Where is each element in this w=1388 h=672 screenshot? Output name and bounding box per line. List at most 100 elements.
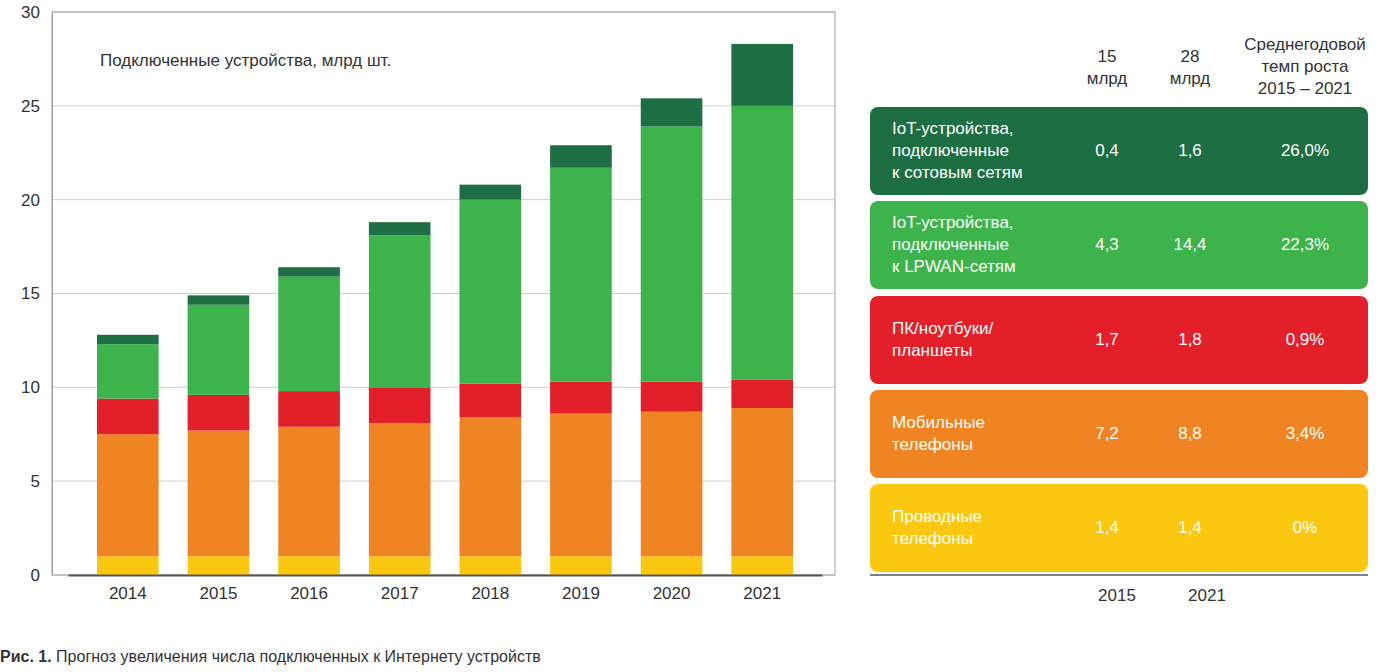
bar <box>460 200 522 384</box>
bar <box>460 417 522 556</box>
bar <box>188 430 250 556</box>
bar <box>188 395 250 431</box>
grid-line <box>52 199 835 200</box>
caption: Рис. 1. Прогноз увеличения числа подключ… <box>0 648 541 666</box>
bar <box>97 344 159 398</box>
chart-title: Подключенные устройства, млрд шт. <box>100 51 391 70</box>
x-tick: 2019 <box>562 584 600 603</box>
bar <box>550 168 612 382</box>
bar <box>731 106 793 380</box>
table-cell: 0,4 <box>1057 141 1157 161</box>
plot-frame <box>52 12 835 575</box>
x-tick: 2021 <box>743 584 781 603</box>
table-row: IoT-устройства, подключенные к сотовым с… <box>870 107 1368 195</box>
table-cell: 0,9% <box>1255 330 1355 350</box>
x-tick: 2020 <box>653 584 691 603</box>
table-cell: 7,2 <box>1057 424 1157 444</box>
row-label: Проводные телефоны <box>892 506 1082 550</box>
grid-line <box>52 293 835 294</box>
table-row: IoT-устройства, подключенные к LPWAN-сет… <box>870 201 1368 289</box>
bar <box>97 399 159 435</box>
y-tick-label: 0 <box>31 566 40 585</box>
table-cell: 0% <box>1255 518 1355 538</box>
table-row: Проводные телефоны1,41,40% <box>870 484 1368 572</box>
bars <box>97 44 793 575</box>
bar <box>641 412 703 557</box>
bar <box>460 556 522 575</box>
bar <box>188 295 250 304</box>
bar <box>641 126 703 381</box>
bar <box>188 305 250 395</box>
y-tick: 20 <box>21 191 40 210</box>
bar <box>641 98 703 126</box>
y-axis: 051015202530 <box>21 3 52 585</box>
bar <box>369 235 431 387</box>
bar <box>550 145 612 168</box>
x-tick: 2017 <box>381 584 419 603</box>
y-tick: 25 <box>21 97 40 116</box>
x-tick-label: 2014 <box>109 584 147 603</box>
y-tick-label: 5 <box>31 472 40 491</box>
caption-space <box>52 648 56 665</box>
series <box>97 106 793 399</box>
table-cell: 1,8 <box>1140 330 1240 350</box>
x-tick-label: 2017 <box>381 584 419 603</box>
y-tick: 30 <box>21 3 40 22</box>
table-header: 15 млрд <box>1027 46 1187 90</box>
table-footer: 2021 <box>1188 586 1226 605</box>
x-tick: 2018 <box>471 584 509 603</box>
series <box>97 556 793 575</box>
bar <box>278 427 340 556</box>
table-header: Среднегодовой темп роста 2015 – 2021 <box>1225 34 1385 100</box>
x-tick-label: 2015 <box>200 584 238 603</box>
bar <box>460 185 522 200</box>
bar <box>731 408 793 556</box>
bar <box>731 380 793 408</box>
bar <box>97 434 159 556</box>
x-axis: 2014 2015 2016 2017 2018 2019 2020 2021 <box>69 576 823 604</box>
caption-text: Прогноз увеличения числа подключенных к … <box>56 648 541 665</box>
bar <box>369 423 431 556</box>
table-cell: 3,4% <box>1255 424 1355 444</box>
x-tick-label: 2016 <box>290 584 328 603</box>
x-tick-label: 2021 <box>743 584 781 603</box>
x-tick: 2015 <box>200 584 238 603</box>
bar <box>550 414 612 557</box>
bar <box>188 556 250 575</box>
y-tick: 10 <box>21 378 40 397</box>
x-tick: 2016 <box>290 584 328 603</box>
table-cell: 22,3% <box>1255 235 1355 255</box>
table-cell: 4,3 <box>1057 235 1157 255</box>
bar <box>460 384 522 418</box>
bar <box>641 382 703 412</box>
table-cell: 1,4 <box>1057 518 1157 538</box>
bar <box>278 391 340 427</box>
bar <box>369 556 431 575</box>
grid <box>52 12 835 575</box>
bar <box>369 387 431 423</box>
bar <box>369 222 431 235</box>
table-cell: 1,6 <box>1140 141 1240 161</box>
bar <box>731 556 793 575</box>
table-cell: 1,7 <box>1057 330 1157 350</box>
bar <box>278 556 340 575</box>
bar <box>731 44 793 106</box>
y-axis-line <box>52 13 53 576</box>
caption-label: Рис. 1. <box>0 648 52 665</box>
bar <box>550 556 612 575</box>
grid-line <box>52 105 835 106</box>
grid-line <box>52 575 835 576</box>
series <box>97 44 793 344</box>
y-tick: 5 <box>31 472 40 491</box>
bar <box>641 556 703 575</box>
row-label: IoT-устройства, подключенные к LPWAN-сет… <box>892 212 1082 278</box>
grid-line <box>52 387 835 388</box>
y-tick-label: 20 <box>21 191 40 210</box>
table-row: ПК/ноутбуки/ планшеты1,71,80,9% <box>870 296 1368 384</box>
bar <box>278 277 340 391</box>
table-footer: 2015 <box>1098 586 1136 605</box>
table-base-line <box>870 574 1368 576</box>
row-label: Мобильные телефоны <box>892 412 1082 456</box>
y-tick-label: 30 <box>21 3 40 22</box>
x-tick-label: 2018 <box>471 584 509 603</box>
